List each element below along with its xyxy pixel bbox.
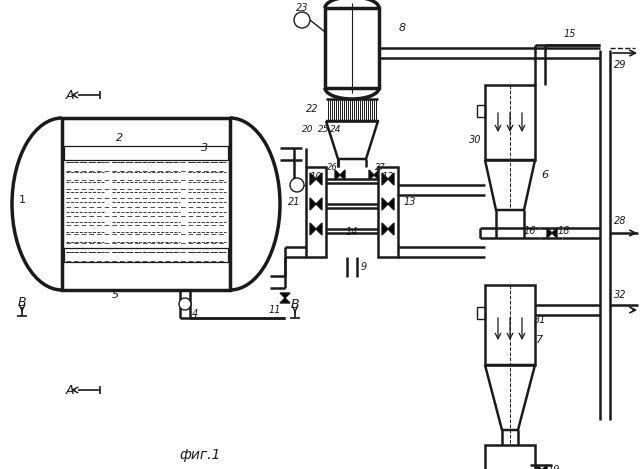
Text: 8: 8 bbox=[399, 23, 406, 33]
Text: 3: 3 bbox=[202, 143, 209, 153]
Text: 4: 4 bbox=[192, 309, 198, 319]
Bar bbox=[64, 146, 228, 160]
Polygon shape bbox=[382, 198, 388, 210]
Bar bbox=[378, 167, 398, 257]
Polygon shape bbox=[547, 228, 552, 238]
Text: 31: 31 bbox=[534, 315, 547, 325]
Text: 32: 32 bbox=[614, 290, 627, 300]
Text: 6: 6 bbox=[541, 170, 548, 180]
Polygon shape bbox=[537, 465, 542, 469]
Text: 15: 15 bbox=[564, 29, 576, 39]
Text: фиг.1: фиг.1 bbox=[179, 448, 221, 462]
Text: 26: 26 bbox=[326, 162, 337, 172]
Text: A: A bbox=[66, 89, 74, 101]
Polygon shape bbox=[388, 223, 394, 235]
Text: A: A bbox=[66, 384, 74, 396]
Text: 10: 10 bbox=[310, 172, 323, 182]
Bar bbox=[62, 118, 230, 290]
Circle shape bbox=[290, 178, 304, 192]
Polygon shape bbox=[316, 173, 322, 185]
Bar bbox=[325, 8, 379, 88]
Polygon shape bbox=[542, 465, 547, 469]
Text: 11: 11 bbox=[269, 305, 281, 315]
Polygon shape bbox=[388, 173, 394, 185]
Text: 30: 30 bbox=[468, 135, 481, 145]
Text: 25: 25 bbox=[318, 124, 330, 134]
Polygon shape bbox=[316, 223, 322, 235]
Polygon shape bbox=[382, 223, 388, 235]
Text: 13: 13 bbox=[404, 197, 416, 207]
Text: 7: 7 bbox=[536, 335, 543, 345]
Polygon shape bbox=[369, 170, 374, 180]
Bar bbox=[485, 285, 535, 365]
Text: 18: 18 bbox=[557, 226, 570, 236]
Text: 27: 27 bbox=[374, 162, 385, 172]
Polygon shape bbox=[552, 228, 557, 238]
Text: 22: 22 bbox=[306, 104, 318, 114]
Bar bbox=[485, 445, 535, 469]
Polygon shape bbox=[310, 173, 316, 185]
Polygon shape bbox=[388, 198, 394, 210]
Text: 20: 20 bbox=[302, 124, 314, 134]
Bar bbox=[477, 307, 485, 319]
Text: 29: 29 bbox=[614, 60, 627, 70]
Text: 21: 21 bbox=[288, 197, 300, 207]
Text: 16: 16 bbox=[524, 226, 536, 236]
Bar bbox=[485, 85, 535, 160]
Polygon shape bbox=[374, 170, 379, 180]
Text: B: B bbox=[18, 295, 26, 309]
Circle shape bbox=[294, 12, 310, 28]
Polygon shape bbox=[382, 173, 388, 185]
Text: 23: 23 bbox=[296, 3, 308, 13]
Text: 28: 28 bbox=[614, 216, 627, 226]
Text: B: B bbox=[291, 298, 300, 311]
Polygon shape bbox=[316, 198, 322, 210]
Bar bbox=[477, 105, 485, 117]
Text: 19: 19 bbox=[548, 465, 560, 469]
Circle shape bbox=[179, 298, 191, 310]
Polygon shape bbox=[310, 223, 316, 235]
Bar bbox=[306, 167, 326, 257]
Polygon shape bbox=[280, 298, 290, 303]
Text: 1: 1 bbox=[19, 195, 26, 205]
Polygon shape bbox=[280, 293, 290, 298]
Polygon shape bbox=[340, 170, 345, 180]
Bar bbox=[64, 248, 228, 262]
Polygon shape bbox=[335, 170, 340, 180]
Polygon shape bbox=[310, 198, 316, 210]
Text: 14: 14 bbox=[346, 227, 358, 237]
Text: 5: 5 bbox=[111, 290, 118, 300]
Text: 24: 24 bbox=[330, 124, 342, 134]
Text: 12: 12 bbox=[381, 172, 394, 182]
Text: 2: 2 bbox=[116, 133, 124, 143]
Text: 9: 9 bbox=[361, 262, 367, 272]
